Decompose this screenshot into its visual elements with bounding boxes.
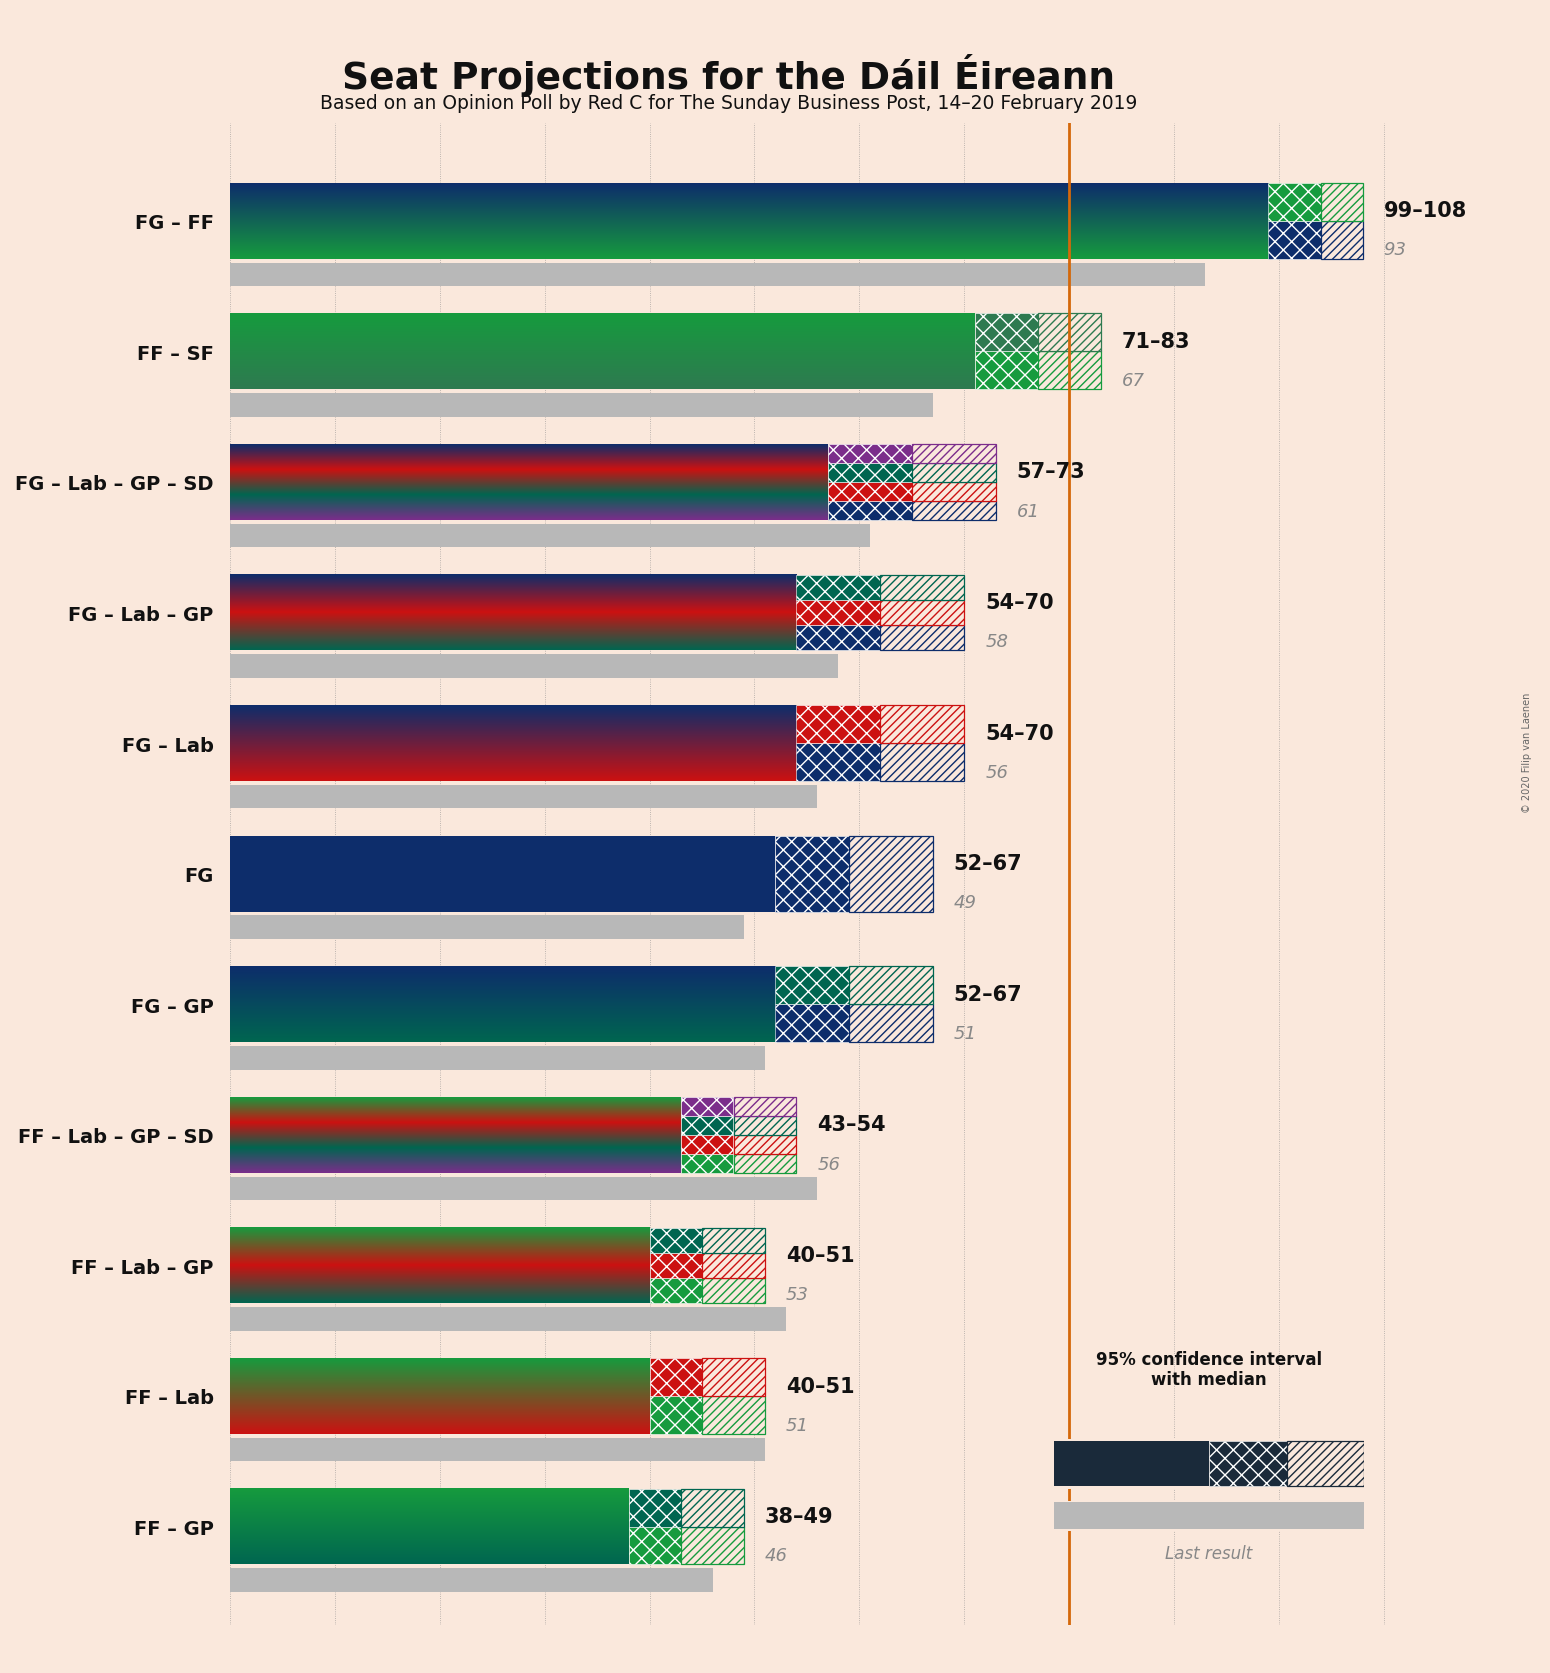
Bar [911, 502, 995, 520]
Bar [849, 967, 933, 1005]
Bar [911, 463, 995, 482]
Text: 58: 58 [986, 632, 1008, 651]
Bar [975, 351, 1037, 390]
Text: 99–108: 99–108 [1384, 201, 1466, 221]
Text: 56: 56 [817, 1154, 840, 1173]
Bar [229, 836, 775, 912]
Bar [229, 1437, 766, 1462]
Bar [702, 1278, 766, 1303]
Bar [702, 1253, 766, 1278]
Text: 95% confidence interval
with median: 95% confidence interval with median [1096, 1350, 1322, 1389]
Bar [733, 1136, 797, 1154]
Bar [649, 1278, 702, 1303]
Text: Seat Projections for the Dáil Éireann: Seat Projections for the Dáil Éireann [343, 54, 1114, 97]
Bar [880, 576, 964, 601]
Bar [880, 706, 964, 743]
Bar [649, 1253, 702, 1278]
Text: 38–49: 38–49 [766, 1506, 834, 1526]
Bar [680, 1097, 733, 1116]
Bar [649, 1358, 702, 1397]
Bar [733, 1116, 797, 1136]
Bar [880, 601, 964, 626]
Text: 54–70: 54–70 [986, 592, 1054, 612]
Bar [229, 393, 933, 417]
Bar [702, 1358, 766, 1397]
Bar [828, 482, 911, 502]
Bar [797, 706, 880, 743]
Text: Last result: Last result [1166, 1544, 1252, 1563]
Bar [911, 445, 995, 463]
Bar [775, 967, 849, 1005]
Text: 49: 49 [953, 893, 976, 912]
Bar [911, 482, 995, 502]
Text: 43–54: 43–54 [817, 1114, 887, 1134]
Bar [229, 915, 744, 940]
Bar [797, 626, 880, 651]
Bar [733, 1097, 797, 1116]
Bar [1268, 221, 1321, 259]
Bar [680, 1154, 733, 1173]
Bar [797, 743, 880, 781]
Bar [1037, 315, 1100, 351]
Bar [229, 1307, 786, 1332]
Bar [629, 1527, 680, 1564]
Text: © 2020 Filip van Laenen: © 2020 Filip van Laenen [1522, 693, 1531, 813]
Bar [229, 1176, 817, 1201]
Bar [828, 463, 911, 482]
Bar [649, 1228, 702, 1253]
Bar [1209, 1440, 1286, 1486]
Text: 93: 93 [1384, 241, 1407, 259]
Bar [797, 601, 880, 626]
Bar [880, 626, 964, 651]
Bar [775, 836, 849, 912]
Text: 71–83: 71–83 [1122, 331, 1190, 351]
Bar [1321, 184, 1362, 221]
Text: 61: 61 [1017, 502, 1040, 520]
Bar [229, 654, 839, 678]
Bar [229, 524, 870, 547]
Text: 51: 51 [953, 1024, 976, 1042]
Bar [229, 1568, 713, 1593]
Text: 57–73: 57–73 [1017, 462, 1085, 482]
Text: 56: 56 [986, 763, 1008, 781]
Text: 51: 51 [786, 1415, 809, 1434]
Bar [702, 1228, 766, 1253]
Bar [649, 1397, 702, 1434]
Bar [849, 836, 933, 912]
Bar [702, 1397, 766, 1434]
Bar [1268, 184, 1321, 221]
Bar [775, 1005, 849, 1042]
Text: Based on an Opinion Poll by Red C for The Sunday Business Post, 14–20 February 2: Based on an Opinion Poll by Red C for Th… [319, 94, 1138, 112]
Text: 40–51: 40–51 [786, 1245, 854, 1265]
Bar [229, 1046, 766, 1071]
Bar [629, 1489, 680, 1527]
Bar [975, 315, 1037, 351]
Bar [733, 1154, 797, 1173]
Text: 54–70: 54–70 [986, 723, 1054, 743]
Text: 52–67: 52–67 [953, 984, 1023, 1004]
Bar [828, 502, 911, 520]
Bar [880, 743, 964, 781]
Bar [849, 1005, 933, 1042]
Text: 52–67: 52–67 [953, 853, 1023, 873]
Text: 40–51: 40–51 [786, 1375, 854, 1395]
Bar [828, 445, 911, 463]
Bar [1286, 1440, 1364, 1486]
Bar [1037, 351, 1100, 390]
Bar [680, 1489, 744, 1527]
Bar [1054, 1440, 1209, 1486]
Bar [797, 576, 880, 601]
Text: 46: 46 [766, 1546, 787, 1564]
Bar [229, 263, 1206, 286]
Bar [680, 1136, 733, 1154]
Text: 67: 67 [1122, 371, 1144, 390]
Bar [680, 1116, 733, 1136]
Bar [1321, 221, 1362, 259]
Bar [229, 785, 817, 808]
Bar [680, 1527, 744, 1564]
Text: 53: 53 [786, 1285, 809, 1303]
